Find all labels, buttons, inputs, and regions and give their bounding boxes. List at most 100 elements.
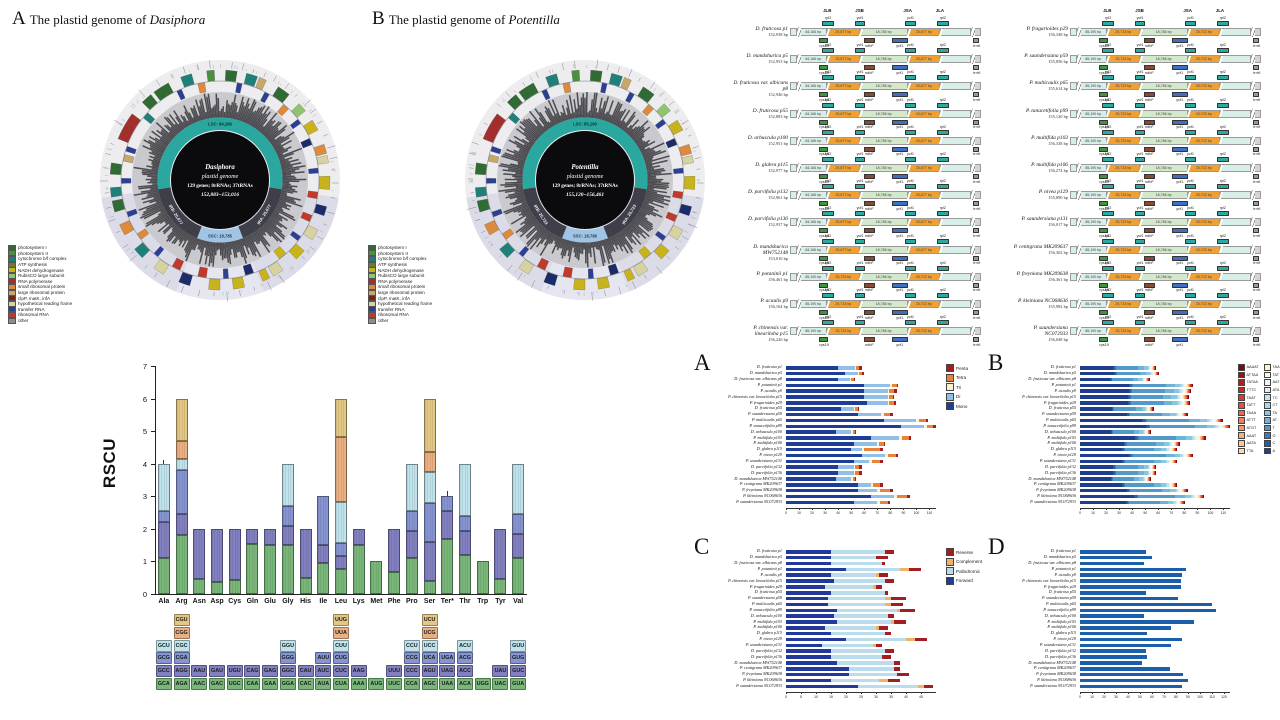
ir-species-row: D. parvifolia p136 152,937 bp 84,166 bp 25,… bbox=[730, 206, 998, 238]
rscu-segment bbox=[423, 580, 436, 594]
gc-bar bbox=[589, 99, 594, 118]
codon-cell: GAC bbox=[209, 678, 225, 690]
legend-item: NADH dehydrogenase bbox=[368, 267, 432, 274]
ir-species-label: P. saundersiana p131 156,017 bp bbox=[1010, 216, 1068, 228]
gene-block bbox=[231, 276, 245, 290]
gc-bar bbox=[614, 110, 624, 126]
rscu-segment bbox=[441, 510, 454, 539]
legend-swatch bbox=[1264, 386, 1271, 394]
legend-item: TAAA bbox=[1238, 409, 1256, 417]
panel-b-letter: B bbox=[372, 8, 385, 29]
gc-bar bbox=[556, 237, 563, 251]
tick bbox=[487, 240, 492, 244]
gc-bar bbox=[166, 226, 180, 242]
gene-label-tick bbox=[138, 89, 146, 97]
gc-bar bbox=[149, 155, 162, 161]
gc-bar bbox=[598, 108, 603, 120]
gene-block bbox=[289, 230, 301, 241]
bar-segment bbox=[786, 459, 854, 464]
gene-label-tick bbox=[279, 274, 285, 284]
tick bbox=[490, 242, 493, 245]
gc-bar bbox=[498, 187, 524, 192]
ira-block: 25,677 bp bbox=[907, 191, 940, 200]
gc-bar bbox=[278, 152, 294, 160]
break-mark bbox=[1251, 244, 1256, 255]
bar-segment bbox=[853, 377, 856, 382]
tick bbox=[502, 97, 506, 102]
gc-bar bbox=[277, 203, 290, 211]
species-label: P. saundersiana NC072933 bbox=[1030, 498, 1076, 504]
bar-segment bbox=[1116, 371, 1141, 376]
ssc-block: 18,785 bp bbox=[859, 109, 908, 118]
gene-label-tick bbox=[294, 93, 298, 97]
legend-label: cytochrome b/f complex bbox=[378, 256, 427, 262]
species-label: P. chinensis var. lineariloba p15 bbox=[1022, 393, 1076, 399]
gc-bar bbox=[563, 240, 570, 257]
bar-segment bbox=[786, 471, 839, 475]
gene-label-tick bbox=[505, 91, 511, 97]
legend-item: ATGT bbox=[1238, 424, 1256, 432]
gene-block bbox=[683, 176, 696, 190]
bar-segment bbox=[906, 637, 915, 642]
rscu-segment bbox=[405, 463, 418, 511]
break-mark bbox=[1251, 108, 1256, 119]
lsc-block: 85,190 bp bbox=[1079, 136, 1108, 145]
bar-segment bbox=[786, 424, 901, 429]
gene-name-above: rpl2 bbox=[825, 70, 832, 75]
gene-name-above: ycf1 bbox=[907, 97, 915, 102]
bar-segment bbox=[1163, 395, 1172, 399]
legend-label: hypothetical reading frame bbox=[18, 301, 73, 307]
gc-bar bbox=[149, 187, 159, 190]
tick bbox=[692, 211, 697, 214]
break-mark bbox=[971, 135, 976, 146]
irb-block: 25,723 bp bbox=[827, 272, 860, 281]
legend-label: ATP synthesis bbox=[18, 262, 47, 268]
gc-bar bbox=[143, 203, 163, 214]
junction-label: JSB bbox=[1135, 8, 1144, 13]
gc-bar bbox=[268, 218, 277, 226]
bar-segment bbox=[1080, 579, 1181, 583]
ssc-block: 18,786 bp bbox=[1139, 191, 1188, 200]
tick bbox=[471, 200, 475, 202]
gc-bar bbox=[148, 135, 168, 148]
legend-item: AAAT bbox=[1238, 432, 1256, 439]
gene-box-above bbox=[1102, 293, 1115, 298]
gc-bar bbox=[260, 120, 274, 134]
gc-bar bbox=[616, 233, 629, 254]
ir-species-row: D. fruticosa var. albicans p8 152,946 bp 8… bbox=[730, 70, 998, 102]
gene-box-below bbox=[973, 337, 979, 343]
gc-bar bbox=[567, 240, 573, 257]
ssc-block: 18,786 bp bbox=[1139, 28, 1188, 36]
gc-bar bbox=[206, 96, 211, 119]
gc-bar bbox=[260, 226, 266, 233]
gene-box-above bbox=[1217, 265, 1229, 271]
bar-segment bbox=[933, 424, 936, 429]
rscu-segment bbox=[317, 563, 330, 594]
tick bbox=[513, 90, 516, 93]
gene-name-above: rpl2 bbox=[1105, 233, 1112, 238]
gc-bar bbox=[617, 232, 626, 245]
codon-cell: CGA bbox=[173, 652, 190, 665]
x-tick-label: 110 bbox=[1209, 695, 1215, 700]
gene-box-above bbox=[904, 48, 917, 54]
gene-block bbox=[318, 176, 331, 190]
bar-segment bbox=[831, 631, 885, 636]
tick bbox=[290, 90, 294, 94]
gc-bar bbox=[515, 217, 536, 234]
gc-bar bbox=[187, 120, 191, 126]
bar-segment bbox=[1080, 626, 1172, 630]
bar-segment bbox=[786, 550, 831, 554]
ira-block: 25,723 bp bbox=[1187, 136, 1220, 145]
x-tick-mark bbox=[1132, 508, 1133, 511]
break-mark bbox=[1077, 54, 1082, 65]
gene-name-above: ycf1 bbox=[1136, 124, 1144, 129]
gc-bar bbox=[580, 242, 583, 254]
rscu-segment bbox=[157, 463, 170, 511]
gc-bar bbox=[256, 111, 271, 131]
bar-segment bbox=[864, 447, 880, 452]
genome-size: 155,614 bp bbox=[1048, 86, 1068, 92]
bar-segment bbox=[1080, 555, 1152, 560]
rscu-segment bbox=[512, 558, 525, 594]
ira-block: 25,723 bp bbox=[1187, 109, 1220, 118]
gc-bar bbox=[637, 139, 651, 148]
